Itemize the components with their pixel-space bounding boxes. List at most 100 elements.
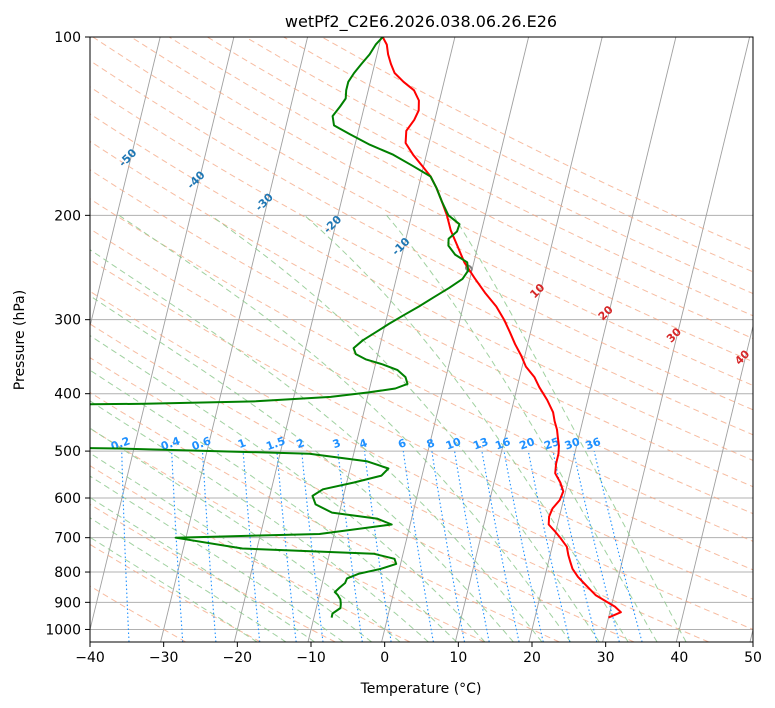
- mixing-ratio-label: 20: [518, 435, 537, 453]
- moist-adiabat: [90, 334, 486, 642]
- plot-frame: [89, 36, 754, 643]
- x-tick-label: −40: [75, 650, 105, 666]
- x-tick-label: 30: [597, 650, 615, 666]
- mixing-ratio-label: 2: [295, 436, 307, 451]
- dry-adiabat: [90, 465, 411, 642]
- dry-adiabat: [321, 37, 753, 252]
- moist-adiabat: [90, 517, 287, 642]
- mixing-ratio-line: [337, 451, 363, 642]
- x-tick-label: 50: [744, 650, 762, 666]
- isotherm-line: [749, 627, 753, 642]
- moist-adiabat: [304, 214, 629, 642]
- mixing-ratio-label: 1: [236, 436, 248, 451]
- isotherm-label: -50: [116, 146, 139, 169]
- isotherm-line: [675, 324, 753, 642]
- dry-adiabat: [90, 585, 187, 642]
- mixing-ratio-label: 13: [471, 435, 490, 452]
- dry-adiabat: [90, 198, 753, 542]
- moist-adiabat: [90, 295, 514, 642]
- dry-adiabat: [130, 37, 753, 363]
- y-tick-label: 500: [54, 444, 81, 460]
- isotherm-label: -10: [389, 235, 412, 258]
- mixing-ratio-label: 30: [563, 435, 582, 453]
- y-tick-label: 300: [54, 313, 81, 329]
- isotherm-line: [160, 37, 309, 642]
- mixing-ratio-line: [301, 451, 324, 642]
- isotherm-line: [528, 37, 677, 642]
- mixing-ratio-label: 0.4: [159, 434, 182, 453]
- dry-adiabat: [90, 503, 336, 642]
- mixing-ratio-line: [121, 451, 130, 642]
- mixing-ratio-line: [276, 451, 297, 642]
- moist-adiabat: [452, 215, 687, 642]
- moist-adiabat: [90, 536, 258, 642]
- dry-adiabat: [90, 259, 753, 600]
- y-tick-label: 400: [54, 387, 81, 403]
- dry-adiabat: [90, 290, 753, 630]
- isotherm-label: 40: [732, 347, 752, 367]
- dry-adiabat: [90, 140, 753, 488]
- mixing-ratio-label: 16: [493, 435, 512, 453]
- mixing-ratio-label: 0.6: [190, 434, 213, 453]
- mixing-ratio-label: 4: [357, 436, 369, 451]
- isotherm-line: [454, 37, 603, 642]
- isotherm-line: [90, 37, 235, 632]
- y-tick-label: 200: [54, 208, 81, 224]
- profile-lines: [90, 37, 622, 619]
- dewpoint-profile-line: [90, 37, 470, 406]
- mixing-ratio-label: 25: [542, 435, 561, 452]
- y-axis-label: Pressure (hPa): [12, 290, 28, 390]
- moist-adiabat: [386, 214, 658, 642]
- isotherm-label: 30: [664, 325, 684, 345]
- x-tick-label: 10: [449, 650, 467, 666]
- moist-adiabat: [210, 214, 600, 642]
- isotherm-label: -40: [184, 168, 207, 191]
- mixing-ratio-line: [572, 450, 620, 642]
- mixing-ratio-line: [363, 451, 392, 642]
- mixing-ratio-labels: 0.2 0.4 0.6 1 1.5 2 3 4 6 8 10 13 16 20 25 30 36: [109, 434, 603, 453]
- isotherm-label: -30: [253, 190, 276, 213]
- dewpoint-profile-line: [90, 447, 398, 618]
- dry-adiabat: [90, 169, 753, 515]
- isotherm-label: -20: [321, 213, 344, 236]
- mixing-ratio-line: [481, 451, 520, 642]
- mixing-ratio-label: 10: [444, 435, 463, 453]
- moist-adiabat: [90, 475, 344, 642]
- mixing-ratio-label: 0.2: [109, 434, 132, 453]
- mixing-ratio-line: [402, 451, 434, 642]
- moist-adiabat: [90, 452, 372, 642]
- dry-adiabat: [168, 37, 753, 340]
- x-tick-label: 40: [670, 650, 688, 666]
- x-tick-label: −10: [296, 650, 326, 666]
- mixing-ratio-line: [593, 450, 643, 642]
- mixing-ratio-line: [201, 451, 217, 642]
- mixing-ratio-line: [454, 451, 490, 642]
- mixing-ratio-label: 6: [396, 436, 408, 451]
- chart-title: wetPf2_C2E6.2026.038.06.26.E26: [285, 12, 557, 32]
- x-axis-label: Temperature (°C): [360, 681, 482, 697]
- y-tick-label: 800: [54, 565, 81, 581]
- dry-adiabat: [90, 228, 753, 571]
- moist-adiabat: [118, 214, 571, 642]
- dry-adiabat: [90, 323, 709, 642]
- mixing-ratio-label: 36: [584, 435, 603, 453]
- mixing-ratio-label: 3: [331, 436, 343, 451]
- mixing-ratio-line: [242, 451, 261, 642]
- dry-adiabat: [90, 427, 485, 642]
- y-tick-label: 700: [54, 531, 81, 547]
- x-tick-label: −30: [149, 650, 179, 666]
- y-tick-label: 1000: [45, 622, 81, 638]
- mixing-ratio-line: [503, 450, 544, 642]
- mixing-ratio-line: [171, 451, 184, 642]
- background-lines: [90, 37, 753, 642]
- x-tick-label: 0: [380, 650, 389, 666]
- x-tick-label: −20: [223, 650, 253, 666]
- isotherm-line: [602, 37, 751, 642]
- mixing-ratio-label: 1.5: [264, 434, 287, 453]
- y-tick-label: 900: [54, 595, 81, 611]
- y-tick-label: 600: [54, 491, 81, 507]
- mixing-ratio-label: 8: [425, 436, 437, 451]
- dry-adiabat: [245, 37, 753, 295]
